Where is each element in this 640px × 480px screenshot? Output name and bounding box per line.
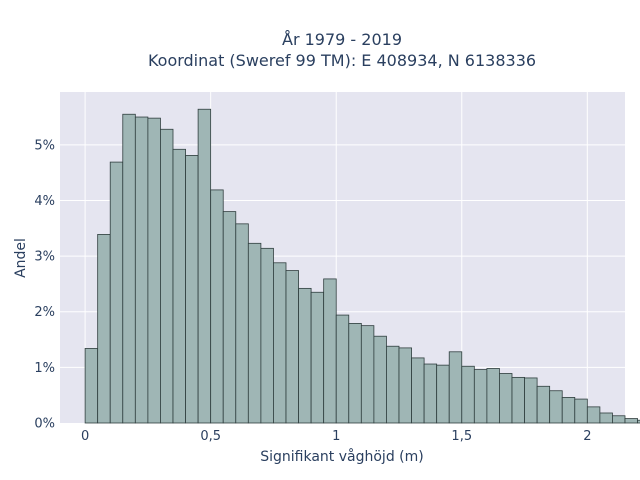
histogram-bar bbox=[549, 390, 563, 424]
x-axis-ticks: 0 0,5 1 1,5 2 bbox=[81, 429, 592, 444]
histogram-bar bbox=[285, 270, 299, 424]
histogram-bar bbox=[561, 397, 576, 424]
histogram-bar bbox=[84, 348, 99, 424]
histogram-bar bbox=[486, 368, 500, 424]
y-tick-label: 0% bbox=[34, 417, 55, 432]
x-tick-label: 2 bbox=[583, 429, 591, 444]
x-tick-label: 1,5 bbox=[451, 429, 472, 444]
y-tick-label: 1% bbox=[34, 361, 55, 376]
x-tick-label: 0 bbox=[81, 429, 89, 444]
y-tick-label: 3% bbox=[34, 250, 55, 265]
histogram-bar bbox=[122, 113, 136, 424]
histogram-bar bbox=[574, 398, 588, 424]
histogram-bar bbox=[360, 325, 375, 424]
histogram-bar bbox=[511, 376, 525, 424]
y-tick-label: 5% bbox=[34, 138, 55, 153]
histogram-bar bbox=[273, 262, 287, 424]
bars bbox=[84, 108, 640, 424]
histogram-bar bbox=[323, 278, 337, 424]
histogram-bar bbox=[222, 211, 237, 424]
histogram-bar bbox=[599, 412, 613, 424]
histogram-bar bbox=[348, 323, 362, 424]
chart-title-line1: År 1979 - 2019 bbox=[282, 30, 402, 49]
histogram-bar bbox=[499, 373, 513, 424]
histogram-bar bbox=[247, 242, 262, 424]
histogram-bar bbox=[386, 345, 400, 424]
histogram-bar bbox=[210, 189, 224, 424]
histogram-bar bbox=[436, 364, 450, 424]
y-axis-ticks: 0% 1% 2% 3% 4% 5% bbox=[34, 138, 55, 431]
histogram-bar bbox=[134, 116, 149, 424]
histogram-bar bbox=[473, 369, 488, 424]
x-tick-label: 1 bbox=[332, 429, 340, 444]
histogram-bar bbox=[260, 247, 274, 424]
histogram-bar bbox=[298, 287, 312, 424]
histogram-bar bbox=[235, 223, 249, 424]
histogram-bar bbox=[335, 314, 350, 424]
histogram-bar bbox=[147, 117, 161, 424]
histogram-bar bbox=[624, 418, 638, 424]
histogram-bar bbox=[586, 406, 601, 424]
histogram-bar bbox=[637, 419, 640, 424]
histogram-bar bbox=[536, 385, 551, 424]
histogram-bar bbox=[197, 108, 212, 424]
histogram-bar bbox=[612, 415, 626, 424]
y-axis-label: Andel bbox=[13, 238, 29, 278]
histogram-bar bbox=[411, 357, 425, 424]
histogram-bar bbox=[160, 128, 174, 424]
histogram-bar bbox=[185, 155, 199, 424]
histogram-bar bbox=[373, 335, 387, 424]
chart-title-line2: Koordinat (Sweref 99 TM): E 408934, N 61… bbox=[148, 51, 536, 70]
histogram-bar bbox=[97, 234, 111, 424]
x-tick-label: 0,5 bbox=[200, 429, 221, 444]
histogram-bar bbox=[398, 347, 412, 424]
x-axis-label: Signifikant våghöjd (m) bbox=[260, 448, 423, 465]
histogram-bar bbox=[461, 365, 475, 424]
histogram-bar bbox=[423, 363, 438, 424]
histogram-bar bbox=[172, 148, 186, 424]
y-tick-label: 2% bbox=[34, 305, 55, 320]
histogram-bar bbox=[448, 351, 463, 424]
histogram-bar bbox=[524, 377, 538, 424]
y-tick-label: 4% bbox=[34, 194, 55, 209]
histogram-bar bbox=[310, 291, 325, 424]
histogram-bar bbox=[109, 161, 124, 424]
